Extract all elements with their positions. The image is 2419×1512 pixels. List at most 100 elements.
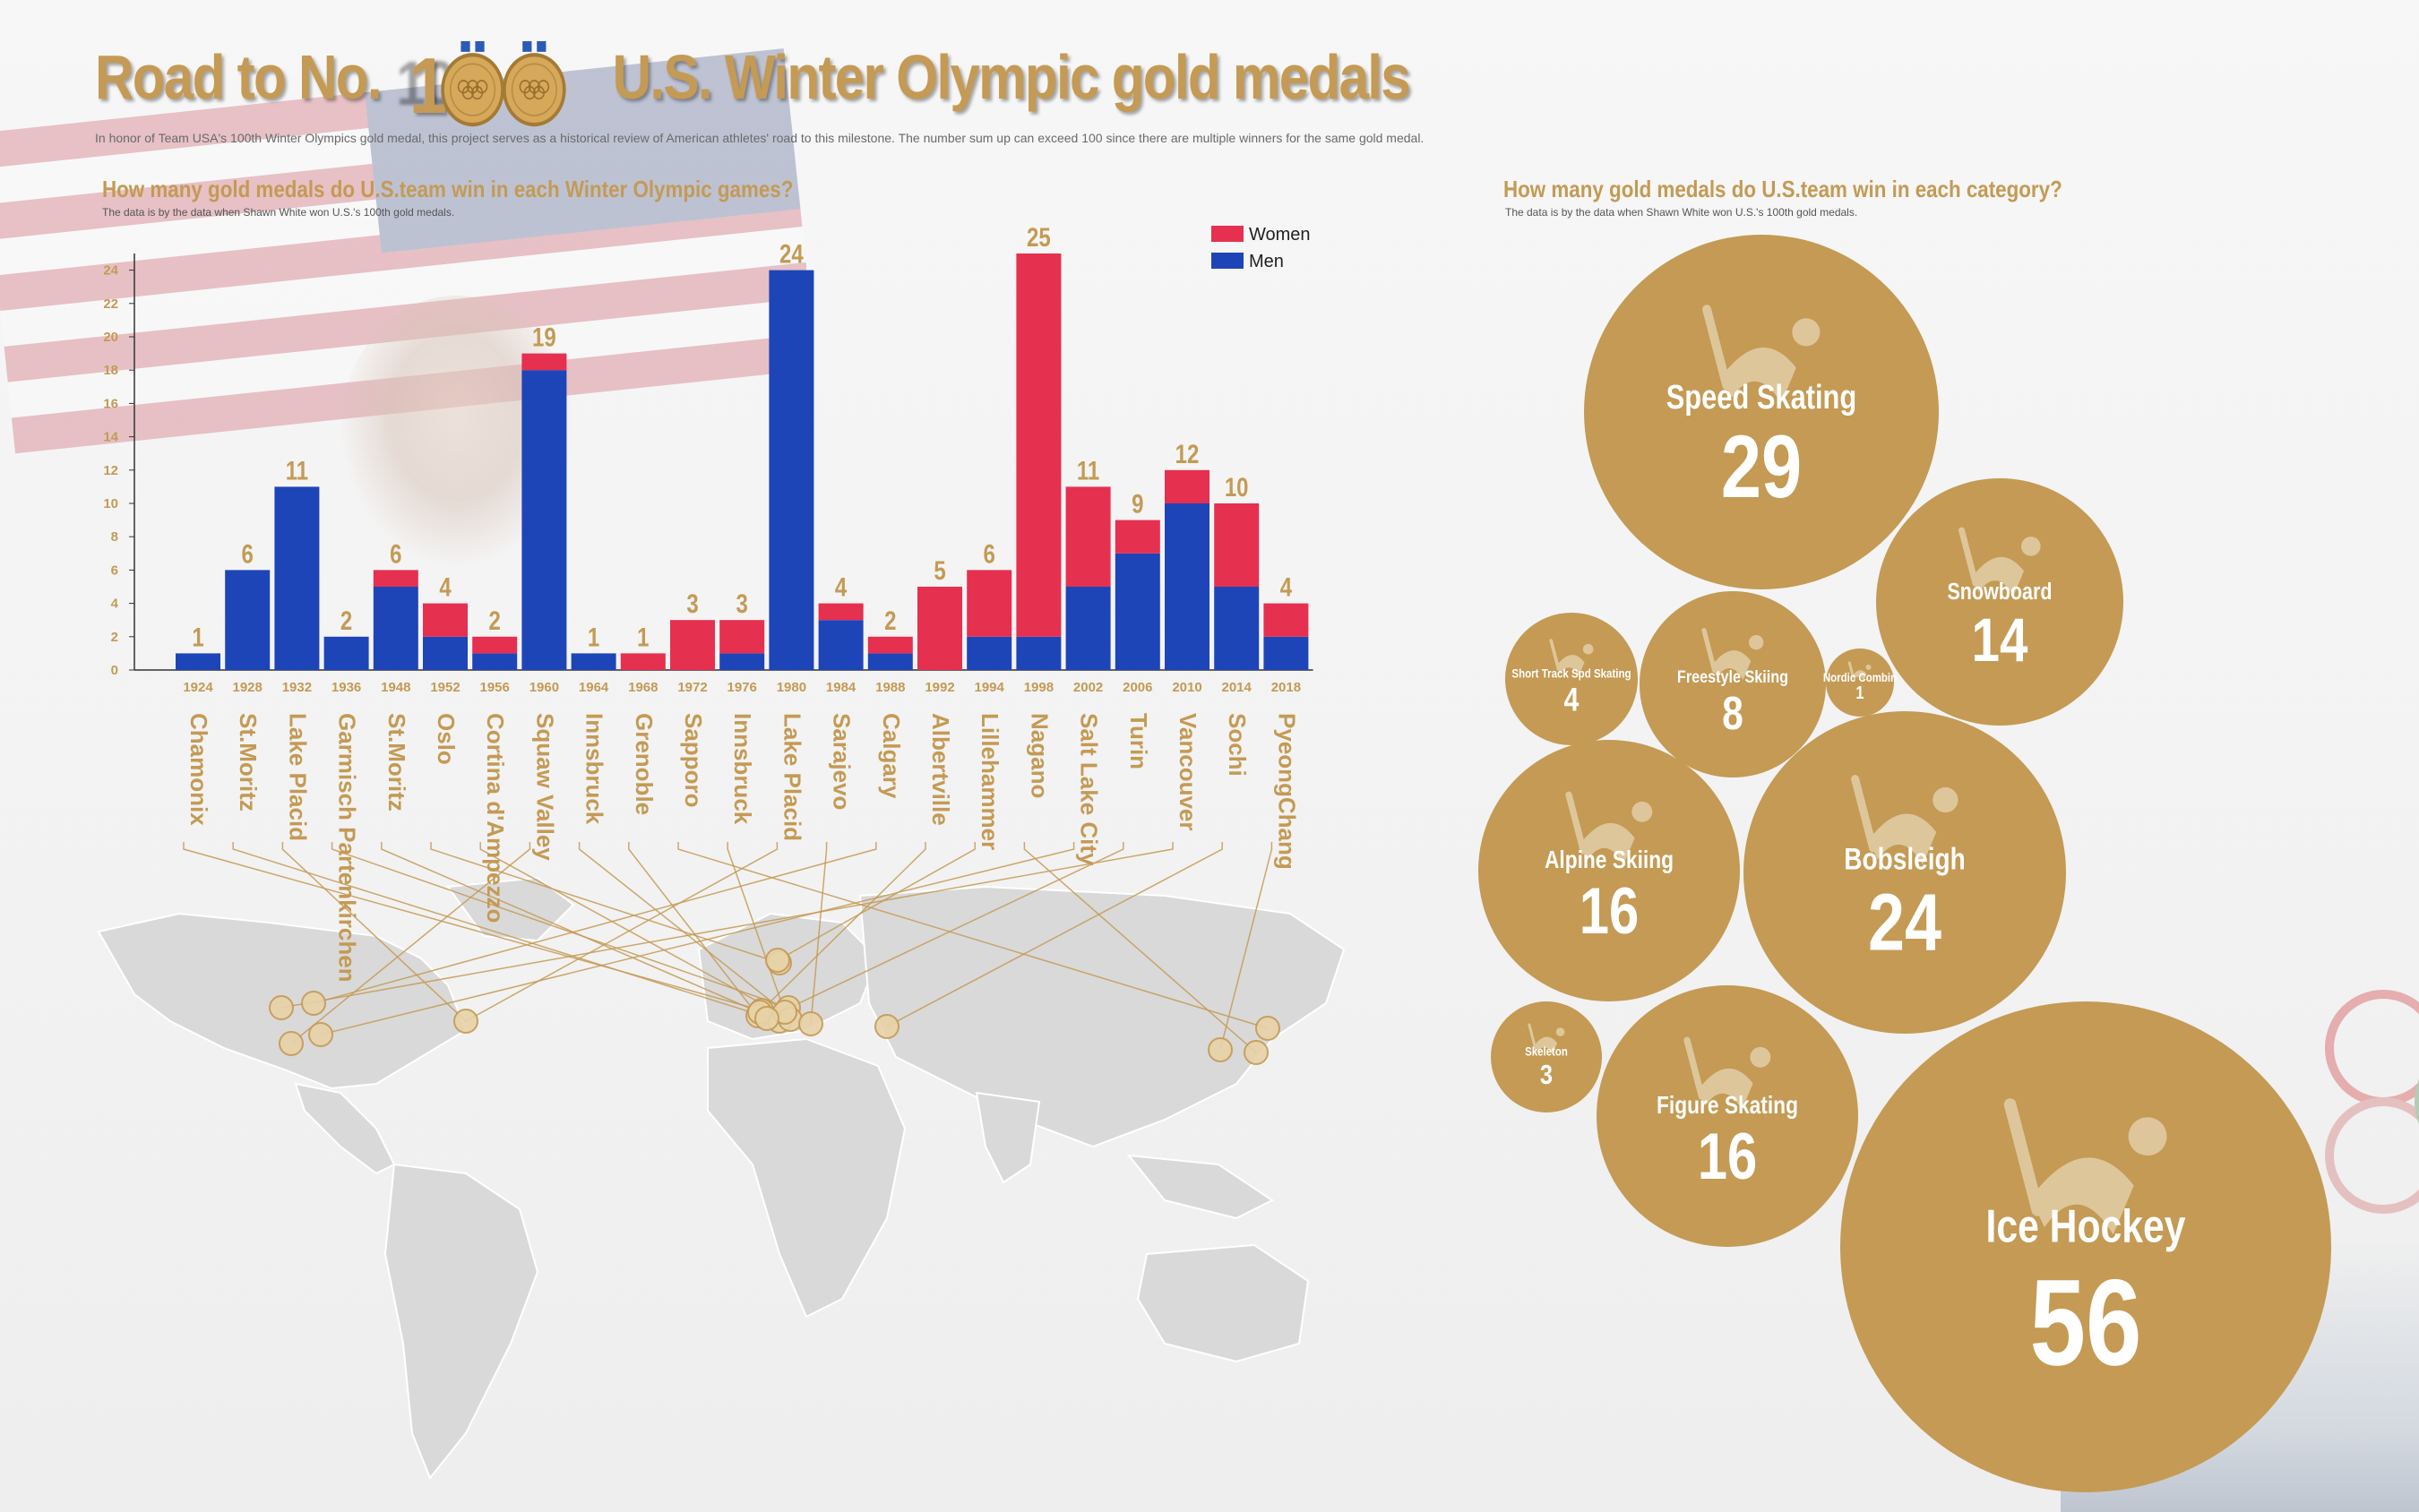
x-year-label: 1988 [875,680,905,695]
x-year-label: 1972 [677,680,707,695]
digit-one-icon: 1 [409,43,447,131]
category-value: 14 [1972,606,2028,675]
bar-women [917,587,962,670]
bar-men [1016,636,1062,670]
bar-men [423,636,468,670]
x-city-label: St.Moritz [383,713,410,812]
x-city-label: Garmisch Partenkirchen [334,713,361,983]
x-year-label: 1980 [777,680,806,695]
connector-line [430,842,780,964]
bar-men [176,653,220,670]
host-city-pin [754,1006,779,1031]
host-city-pin [765,948,790,973]
legend-label-women: Women [1249,225,1311,245]
bar-men [867,653,913,670]
sport-icon-limb [1549,639,1561,671]
x-city-label: Turin [1125,713,1152,769]
bar-men [818,620,864,670]
bar-total-label: 6 [390,538,401,569]
connector-line [281,842,467,1022]
bar-total-label: 9 [1132,488,1143,519]
bar-women [670,620,715,670]
connector-line [232,842,780,1022]
x-city-label: Oslo [433,713,460,765]
sport-icon [1958,527,2041,597]
bar-women [1214,503,1260,587]
y-tick-label: 10 [103,496,118,511]
bar-men [1065,587,1111,670]
page-subtitle: In honor of Team USA's 100th Winter Olym… [95,131,1425,145]
x-city-label: Sapporo [680,713,707,807]
bar-total-label: 2 [340,605,352,635]
sport-icon-limb [1528,1023,1537,1051]
sport-icon-head [1749,635,1764,650]
map-south-america [383,1163,539,1480]
bar-men [472,653,518,670]
bar-men [225,570,271,670]
x-year-label: 1998 [1024,680,1054,695]
host-city-pin [874,1014,900,1039]
legend-label-men: Men [1249,252,1284,271]
sport-icon-head [1865,664,1872,670]
host-city-pin [1255,1016,1280,1041]
category-value: 4 [1564,682,1580,719]
bar-total-label: 4 [835,571,847,602]
bar-total-label: 12 [1175,438,1200,468]
bar-men [323,636,369,670]
bar-women [1065,486,1111,587]
legend-swatch-women [1211,226,1244,242]
title-part2: U.S. Winter Olympic gold medals [612,42,1411,112]
x-city-label: Innsbruck [729,713,756,825]
bar-women [867,636,913,654]
bar-total-label: 25 [1027,221,1051,252]
y-tick-label: 2 [111,630,118,645]
category-bubble [1876,478,2123,726]
bar-women [423,603,468,637]
x-city-label: Salt Lake City [1076,713,1103,866]
category-bubble [1640,591,1826,777]
category-value: 3 [1540,1059,1553,1090]
category-name: Skeleton [1525,1044,1568,1059]
left-panel-note: The data is by the data when Shawn White… [102,206,455,219]
category-name: Freestyle Skiing [1677,666,1788,686]
connector-line [320,842,1075,1035]
sport-icon [1565,791,1653,864]
x-year-label: 2010 [1172,680,1201,695]
category-bubble [1584,235,1939,589]
bar-women [620,653,666,670]
bar-men [1115,553,1160,670]
legend: Women Men [1211,225,1311,271]
connector-line [465,842,779,1022]
y-tick-label: 6 [111,563,118,578]
bar-men [571,653,616,670]
category-bubble [1491,1001,1602,1113]
x-city-label: Calgary [878,713,905,799]
x-year-label: 1924 [183,680,213,695]
x-city-label: Lillehammer [977,713,1003,850]
bar-men [274,486,320,670]
bar-women [967,570,1012,637]
connector-line [759,842,926,1013]
bar-total-label: 11 [1077,455,1099,485]
sport-icon-limb [1683,1036,1706,1100]
bar-total-label: 2 [489,605,501,635]
sport-icon-body [1556,655,1585,676]
host-city-pin [301,991,326,1016]
bar-women [1165,469,1210,503]
sport-icon-limb [1701,628,1717,674]
bar-men [521,370,567,670]
host-city-pin [279,1031,304,1056]
y-tick-label: 18 [103,363,118,378]
sport-icon-limb [2003,1098,2045,1216]
bar-total-label: 1 [637,622,649,652]
sport-icon-head [1582,643,1594,655]
bar-women [1263,603,1309,637]
connector-line [290,842,531,1044]
x-city-label: Lake Placid [284,713,311,841]
x-year-label: 1936 [331,680,361,695]
connector-line [766,842,1124,1019]
world-map [97,876,1346,1480]
bar-total-label: 1 [588,622,599,652]
sport-icon-head [1750,1046,1771,1068]
category-value: 24 [1868,879,1941,968]
